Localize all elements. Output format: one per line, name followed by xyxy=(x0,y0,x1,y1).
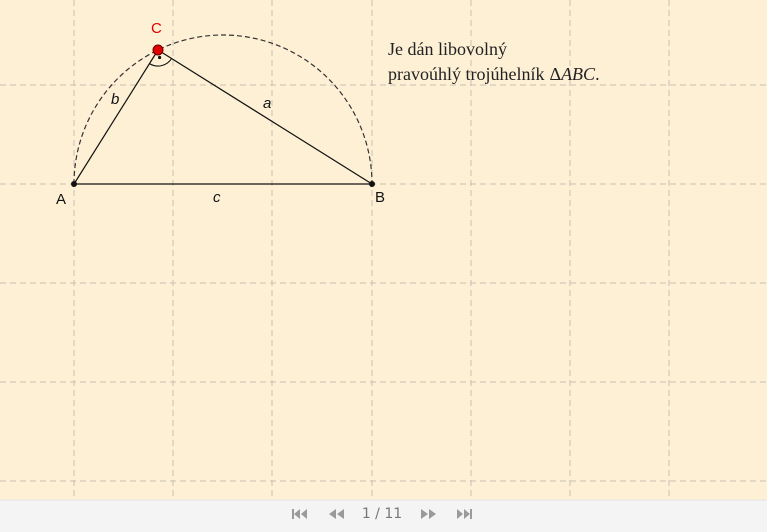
right-angle-dot xyxy=(158,55,162,60)
side-label-c: c xyxy=(213,189,221,206)
grid xyxy=(0,0,767,500)
icon-part xyxy=(429,509,436,519)
text-line: pravoúhlý trojúhelník ΔABC. xyxy=(388,64,600,84)
canvas xyxy=(0,0,767,500)
side-a xyxy=(157,49,373,185)
side-label-a: a xyxy=(263,95,271,112)
icon-part xyxy=(292,509,294,519)
icon-part xyxy=(457,509,463,519)
point-b xyxy=(369,181,375,187)
math-delta: Δ xyxy=(549,64,561,84)
last-page-button[interactable] xyxy=(457,509,472,519)
next-button[interactable] xyxy=(421,509,436,519)
previous-button[interactable] xyxy=(329,509,344,519)
page-indicator: 1 / 11 xyxy=(362,506,402,522)
icon-part xyxy=(329,509,336,519)
icon-part xyxy=(294,509,300,519)
label-a: A xyxy=(56,191,66,208)
side-label-b: b xyxy=(111,91,119,108)
icon-part xyxy=(421,509,428,519)
icon-part xyxy=(337,509,344,519)
icon-part xyxy=(470,509,472,519)
first-page-button[interactable] xyxy=(292,509,307,519)
point-a xyxy=(71,181,77,187)
toolbar xyxy=(0,500,767,532)
right-angle-mark xyxy=(149,58,173,67)
label-c: C xyxy=(151,20,162,37)
side-b xyxy=(73,49,159,185)
text-line: Je dán libovolný xyxy=(388,39,507,59)
thales-circle xyxy=(73,34,373,185)
icon-part xyxy=(464,509,470,519)
point-c xyxy=(152,44,164,56)
math-name: ABC xyxy=(560,64,596,84)
text-span: pravoúhlý trojúhelník xyxy=(388,64,544,84)
triangle xyxy=(73,49,373,185)
icon-part xyxy=(301,509,307,519)
text-span: . xyxy=(595,64,600,84)
label-b: B xyxy=(375,189,385,206)
